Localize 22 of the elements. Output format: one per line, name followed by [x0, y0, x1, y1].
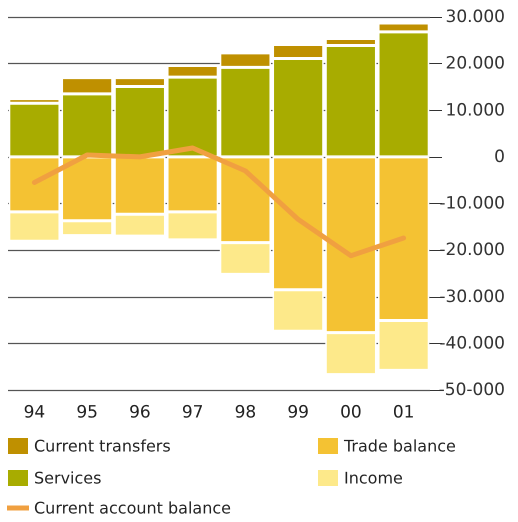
y-tick-label: -40.000 — [439, 333, 505, 354]
x-tick-label: 98 — [234, 402, 256, 422]
legend-label: Current transfers — [34, 436, 171, 456]
y-tick-label: -50-000 — [438, 380, 505, 400]
y-tick-label: 20.000 — [446, 54, 505, 74]
y-tick-label: 10.000 — [446, 100, 505, 120]
legend-label: Current account balance — [34, 498, 231, 518]
x-tick-label: 00 — [340, 402, 362, 422]
x-tick-label: 97 — [182, 402, 204, 422]
x-tick-label: 01 — [392, 402, 414, 422]
y-tick-label: 0 — [494, 146, 505, 167]
x-tick-label: 95 — [76, 402, 98, 422]
y-tick-label: -10.000 — [439, 194, 505, 214]
legend-label: Services — [34, 468, 102, 488]
y-tick-label: -20.000 — [439, 240, 505, 260]
y-tick-label: 30.000 — [446, 7, 505, 27]
legend-label: Trade balance — [343, 436, 456, 456]
x-tick-label: 94 — [24, 402, 46, 422]
x-tick-label: 99 — [287, 402, 309, 422]
y-tick-label: -30.000 — [439, 286, 505, 307]
legend-label: Income — [344, 468, 403, 488]
x-tick-label: 96 — [129, 402, 151, 422]
